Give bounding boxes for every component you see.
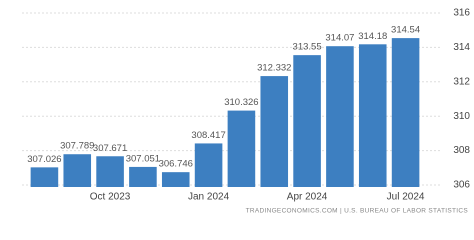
bar (161, 172, 190, 187)
y-tick-label: 312 (453, 76, 470, 87)
x-tick-label: Jul 2024 (387, 192, 425, 203)
value-label: 308.417 (191, 130, 225, 141)
bar (96, 156, 124, 187)
value-label: 307.789 (60, 141, 94, 152)
bar (129, 166, 157, 187)
y-tick-label: 314 (453, 42, 470, 53)
y-tick-label: 306 (453, 180, 470, 191)
x-tick-label: Jan 2024 (188, 192, 230, 203)
value-label: 306.746 (159, 159, 193, 170)
x-tick-label: Oct 2023 (90, 192, 131, 203)
value-label: 307.026 (27, 154, 61, 165)
value-label: 307.671 (93, 143, 127, 154)
y-tick-label: 316 (453, 8, 470, 19)
bar (293, 55, 321, 187)
bar (63, 154, 92, 187)
bar (30, 167, 59, 187)
source: TRADINGECONOMICS.COM | U.S. BUREAU OF LA… (246, 208, 469, 215)
value-label: 312.332 (257, 63, 291, 74)
bar (260, 76, 289, 187)
bar (358, 44, 387, 187)
bar (227, 110, 256, 187)
bar (391, 38, 420, 187)
value-label: 307.051 (126, 153, 160, 164)
y-tick-label: 308 (453, 145, 470, 156)
bar (194, 143, 223, 187)
value-label: 310.326 (224, 97, 258, 108)
value-label: 314.18 (358, 31, 387, 42)
value-label: 314.07 (325, 33, 354, 44)
bar (326, 46, 354, 187)
value-label: 313.55 (293, 42, 322, 53)
y-tick-label: 310 (453, 111, 470, 122)
x-tick-label: Apr 2024 (287, 192, 328, 203)
chart: TRADINGECONOMICS.COM | U.S. BUREAU OF LA… (22, 8, 470, 215)
value-label: 314.54 (391, 25, 420, 36)
